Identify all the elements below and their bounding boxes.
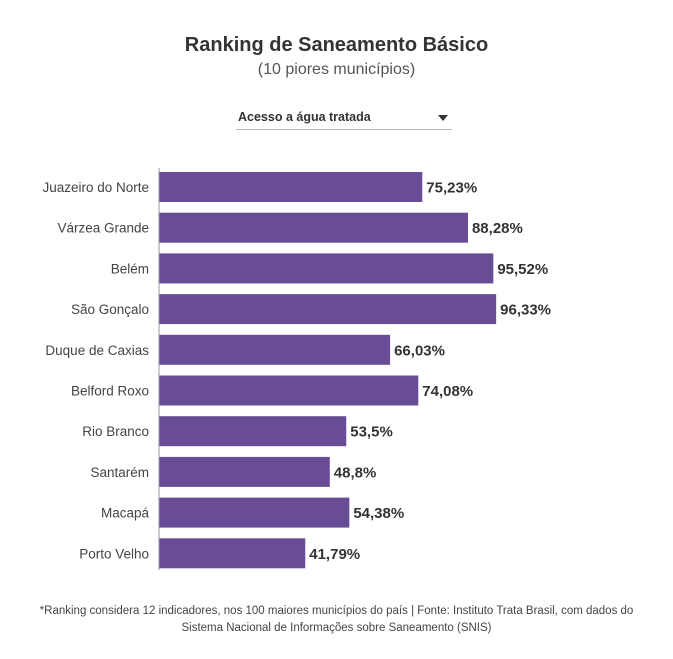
value-label: 54,38%: [353, 505, 404, 522]
chevron-down-icon: [438, 115, 448, 121]
value-label: 53,5%: [350, 424, 393, 441]
category-label: Várzea Grande: [57, 221, 149, 236]
category-label: Macapá: [101, 506, 150, 521]
bar[interactable]: [159, 253, 494, 284]
category-label: Rio Branco: [82, 424, 149, 439]
chart-title: Ranking de Saneamento Básico: [184, 34, 489, 56]
category-label: Belford Roxo: [71, 384, 149, 399]
bar[interactable]: [159, 172, 423, 202]
category-label: São Gonçalo: [71, 302, 149, 317]
bar[interactable]: [159, 456, 330, 487]
value-label: 75,23%: [426, 180, 477, 197]
bar[interactable]: [159, 375, 419, 406]
bar[interactable]: [159, 334, 391, 365]
bar-chart: Juazeiro do Norte 75,23% Várzea Grande 88,2…: [42, 168, 551, 570]
value-label: 41,79%: [309, 546, 360, 563]
bar[interactable]: [159, 538, 306, 569]
value-label: 88,28%: [472, 220, 523, 237]
category-label: Belém: [111, 261, 149, 276]
value-label: 66,03%: [394, 342, 445, 359]
chart-subtitle: (10 piores municípios): [257, 61, 416, 78]
indicator-select[interactable]: Acesso a água tratada: [236, 104, 452, 130]
category-label: Juazeiro do Norte: [42, 180, 149, 195]
bar[interactable]: [159, 294, 497, 325]
category-label: Porto Velho: [79, 546, 149, 561]
value-label: 96,33%: [500, 302, 551, 319]
footnote: *Ranking considera 12 indicadores, nos 1…: [39, 605, 634, 634]
category-label: Santarém: [90, 465, 149, 480]
value-label: 48,8%: [334, 464, 377, 481]
bar[interactable]: [159, 212, 468, 243]
indicator-select-value: Acesso a água tratada: [238, 110, 371, 124]
category-label: Duque de Caxias: [45, 343, 149, 358]
bar[interactable]: [159, 416, 347, 447]
value-label: 95,52%: [497, 261, 548, 278]
value-label: 74,08%: [422, 383, 473, 400]
bar[interactable]: [159, 497, 350, 528]
